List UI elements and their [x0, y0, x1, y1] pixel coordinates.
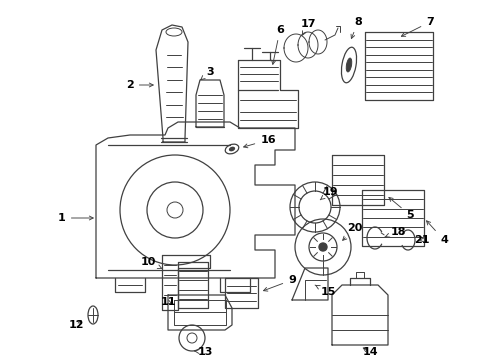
Text: 11: 11 — [160, 297, 175, 307]
Text: 14: 14 — [362, 347, 377, 357]
Text: 20: 20 — [342, 223, 362, 240]
Text: 17: 17 — [300, 19, 315, 35]
Text: 2: 2 — [126, 80, 153, 90]
Text: 18: 18 — [384, 227, 405, 237]
Text: 3: 3 — [201, 67, 213, 80]
Text: 9: 9 — [263, 275, 295, 291]
Circle shape — [318, 243, 326, 251]
Text: 13: 13 — [194, 347, 212, 357]
Text: 12: 12 — [68, 320, 83, 330]
Text: 16: 16 — [243, 135, 275, 148]
Text: 10: 10 — [140, 257, 161, 269]
Ellipse shape — [346, 58, 351, 72]
Text: 8: 8 — [350, 17, 361, 39]
Text: 19: 19 — [320, 187, 337, 200]
Text: 15: 15 — [314, 285, 335, 297]
Text: 21: 21 — [413, 235, 429, 245]
Text: 6: 6 — [271, 25, 284, 64]
Ellipse shape — [229, 147, 234, 150]
Text: 4: 4 — [426, 221, 447, 245]
Text: 1: 1 — [58, 213, 93, 223]
Text: 5: 5 — [388, 197, 413, 220]
Text: 7: 7 — [401, 17, 433, 36]
